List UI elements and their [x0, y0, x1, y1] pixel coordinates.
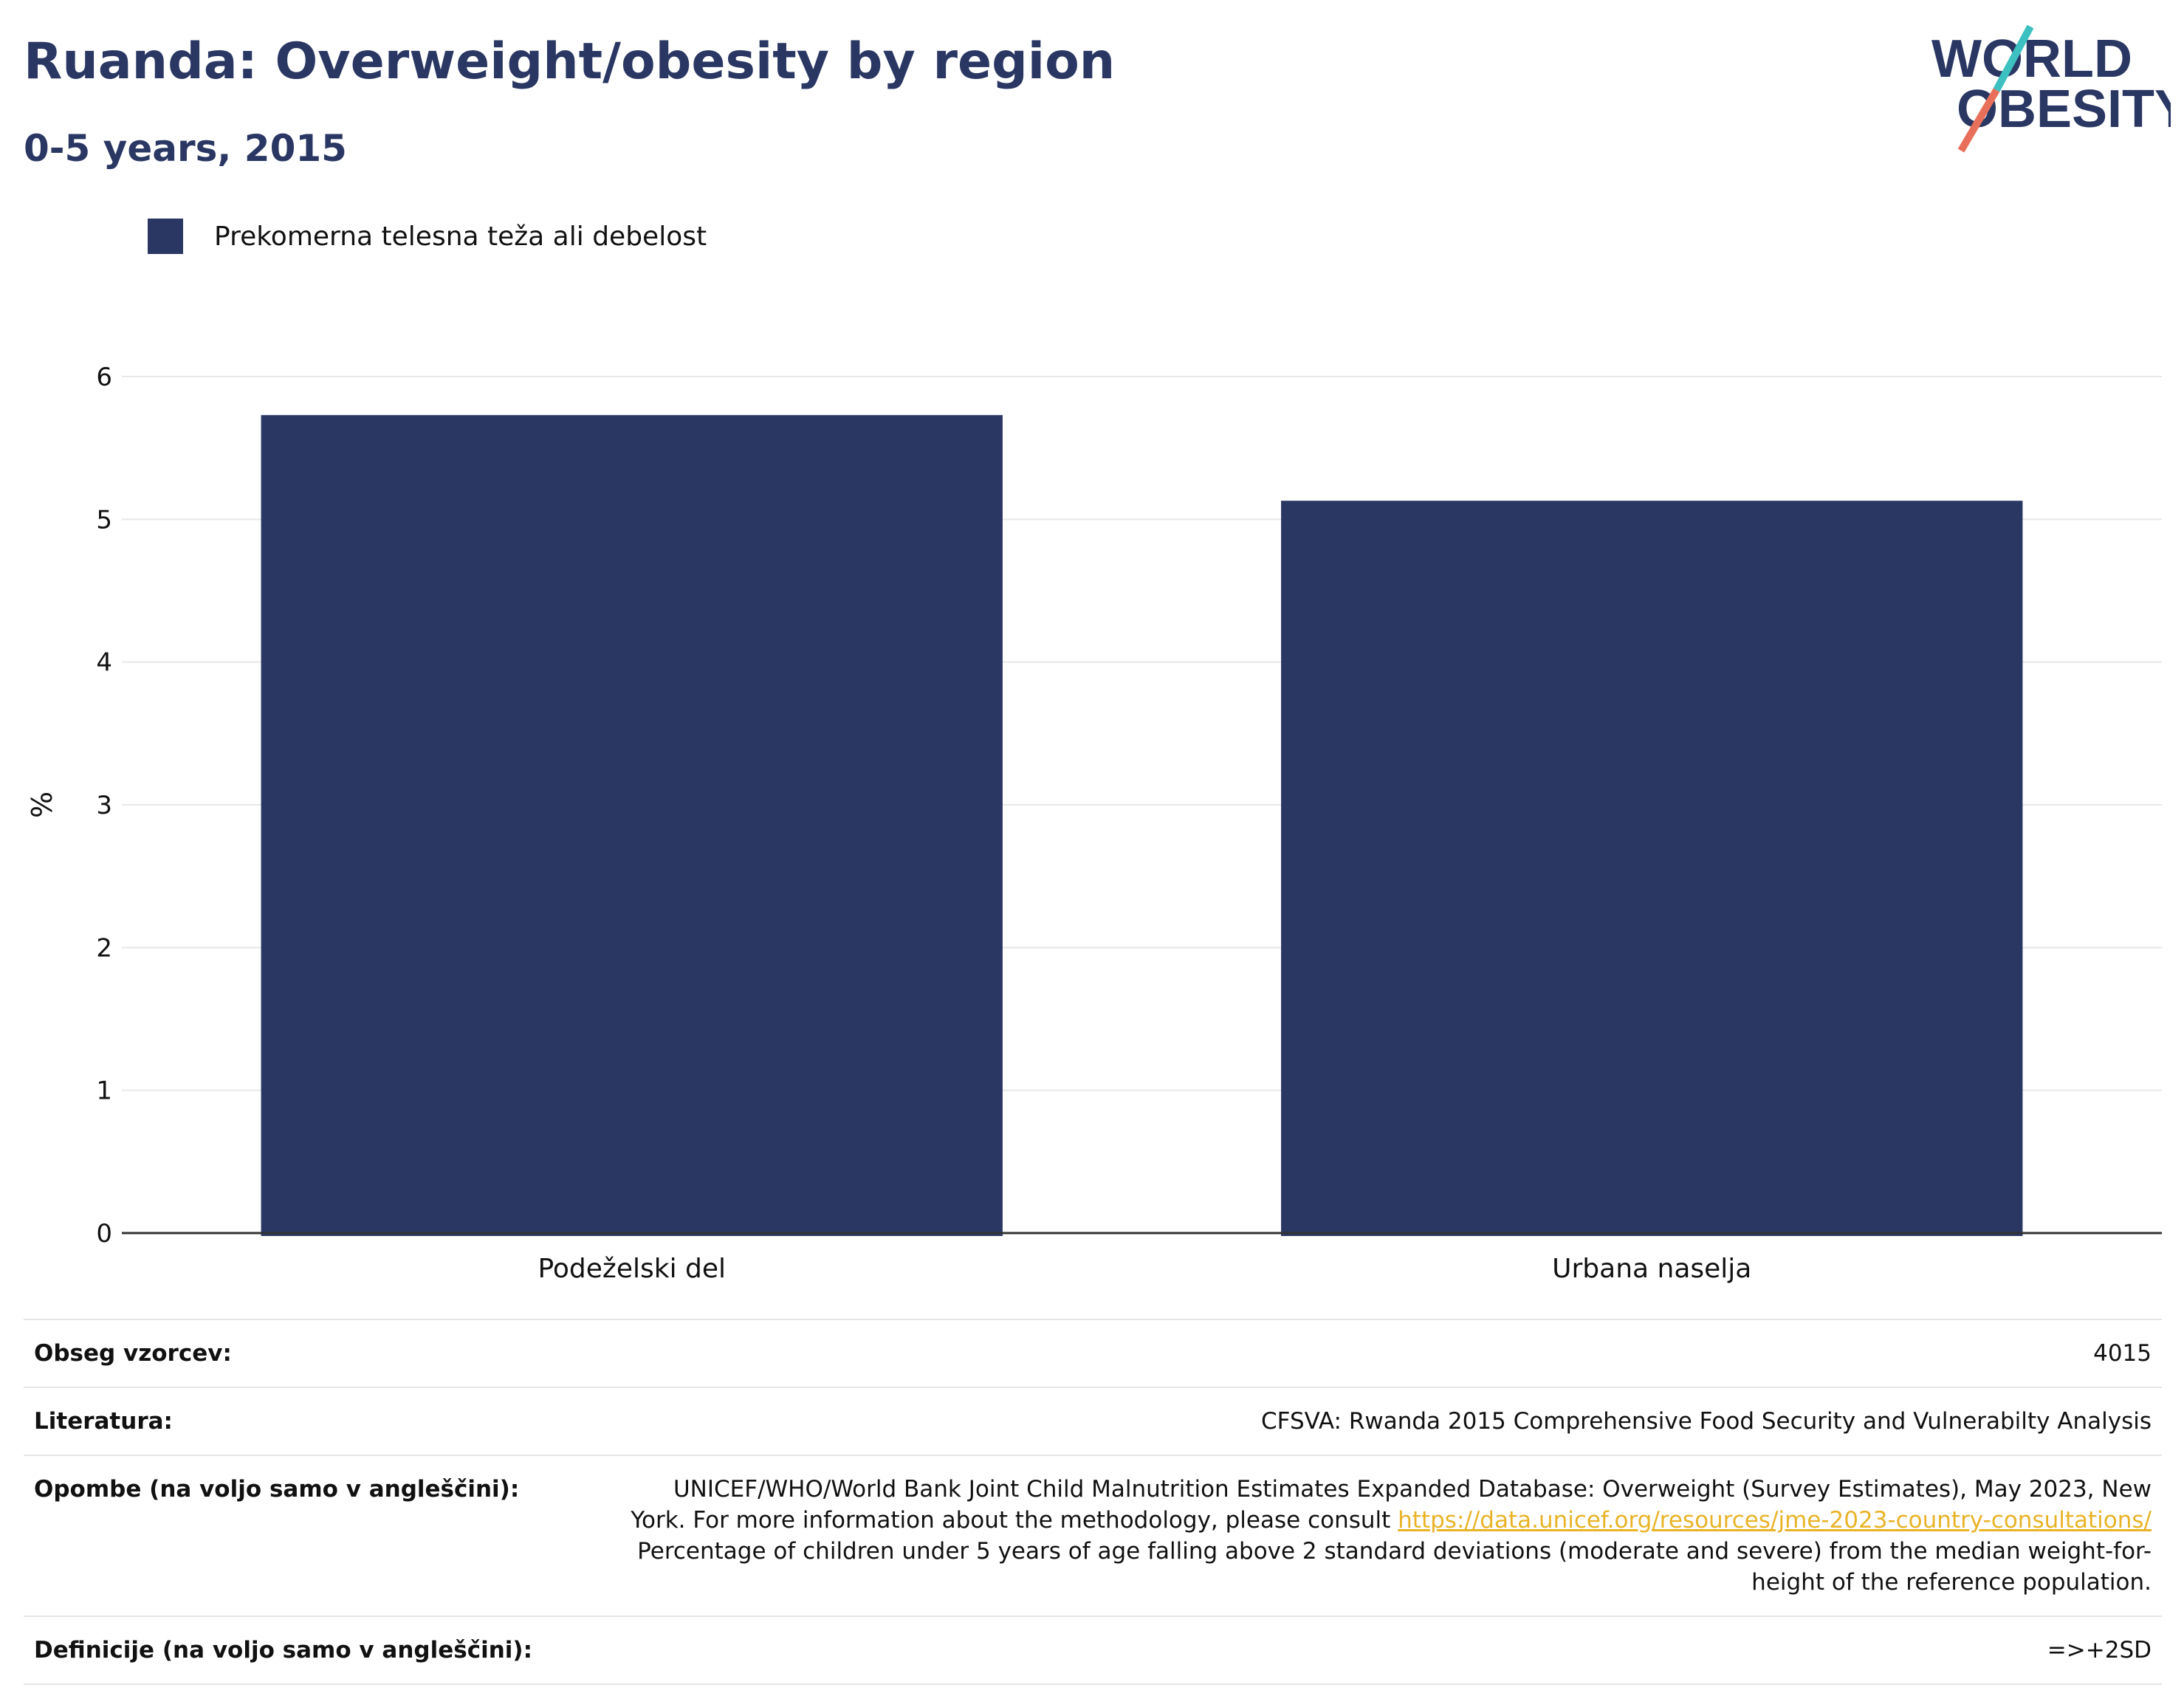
x-tick-label: Urbana naselja — [1552, 1254, 1751, 1284]
y-tick-label: 5 — [96, 505, 112, 535]
notes-link[interactable]: https://data.unicef.org/resources/jme-20… — [1398, 1507, 2152, 1534]
notes-row: Opombe (na voljo samo v angleščini): UNI… — [24, 1455, 2162, 1616]
bar — [1281, 501, 2023, 1236]
literature-row: Literatura: CFSVA: Rwanda 2015 Comprehen… — [24, 1387, 2162, 1455]
notes-value: UNICEF/WHO/World Bank Joint Child Malnut… — [616, 1474, 2152, 1598]
logo-slash-bottom — [1957, 88, 2000, 153]
logo-slash-top — [1993, 24, 2034, 92]
sample-size-row: Obseg vzorcev: 4015 — [24, 1319, 2162, 1387]
definitions-label: Definicije (na voljo samo v angleščini): — [34, 1637, 532, 1664]
bar-chart: 0 1 2 3 4 5 6 Podeželski del Urbana naselja% — [26, 363, 2162, 1284]
notes-text-2: Percentage of children under 5 years of … — [637, 1538, 2152, 1596]
notes-text-1: UNICEF/WHO/World Bank Joint Child Malnut… — [631, 1476, 2152, 1534]
chart-legend: Prekomerna telesna teža ali debelost — [148, 219, 707, 254]
chart-title: Ruanda: Overweight/obesity by region — [24, 32, 1116, 91]
literature-label: Literatura: — [34, 1408, 173, 1435]
bar — [261, 415, 1003, 1237]
legend-label: Prekomerna telesna teža ali debelost — [214, 221, 707, 252]
notes-label: Opombe (na voljo samo v angleščini): — [34, 1476, 520, 1503]
x-tick-label: Podeželski del — [538, 1254, 726, 1284]
bars — [261, 415, 2023, 1237]
y-tick-label: 1 — [96, 1077, 112, 1106]
legend-swatch — [148, 219, 183, 254]
y-axis-title: % — [26, 792, 58, 818]
sample-size-label: Obseg vzorcev: — [34, 1340, 232, 1367]
definitions-row: Definicije (na voljo samo v angleščini):… — [24, 1616, 2162, 1685]
y-tick-label: 4 — [96, 648, 112, 678]
y-tick-label: 0 — [96, 1219, 112, 1249]
logo-line2: OBESITY — [1957, 80, 2171, 139]
logo-line1: WORLD — [1931, 30, 2132, 89]
y-tick-label: 3 — [96, 791, 112, 820]
world-obesity-logo: WORLD OBESITY — [1931, 24, 2171, 153]
info-table: Obseg vzorcev: 4015 Literatura: CFSVA: R… — [24, 1319, 2162, 1685]
y-tick-label: 6 — [96, 363, 112, 392]
axes: 0 1 2 3 4 5 6 Podeželski del Urbana naselja% — [26, 363, 2162, 1284]
sample-size-value: 4015 — [2093, 1340, 2152, 1367]
literature-value: CFSVA: Rwanda 2015 Comprehensive Food Se… — [1261, 1408, 2152, 1435]
definitions-value: =>+2SD — [2047, 1637, 2152, 1664]
chart-subtitle: 0-5 years, 2015 — [24, 127, 347, 170]
y-tick-label: 2 — [96, 933, 112, 963]
